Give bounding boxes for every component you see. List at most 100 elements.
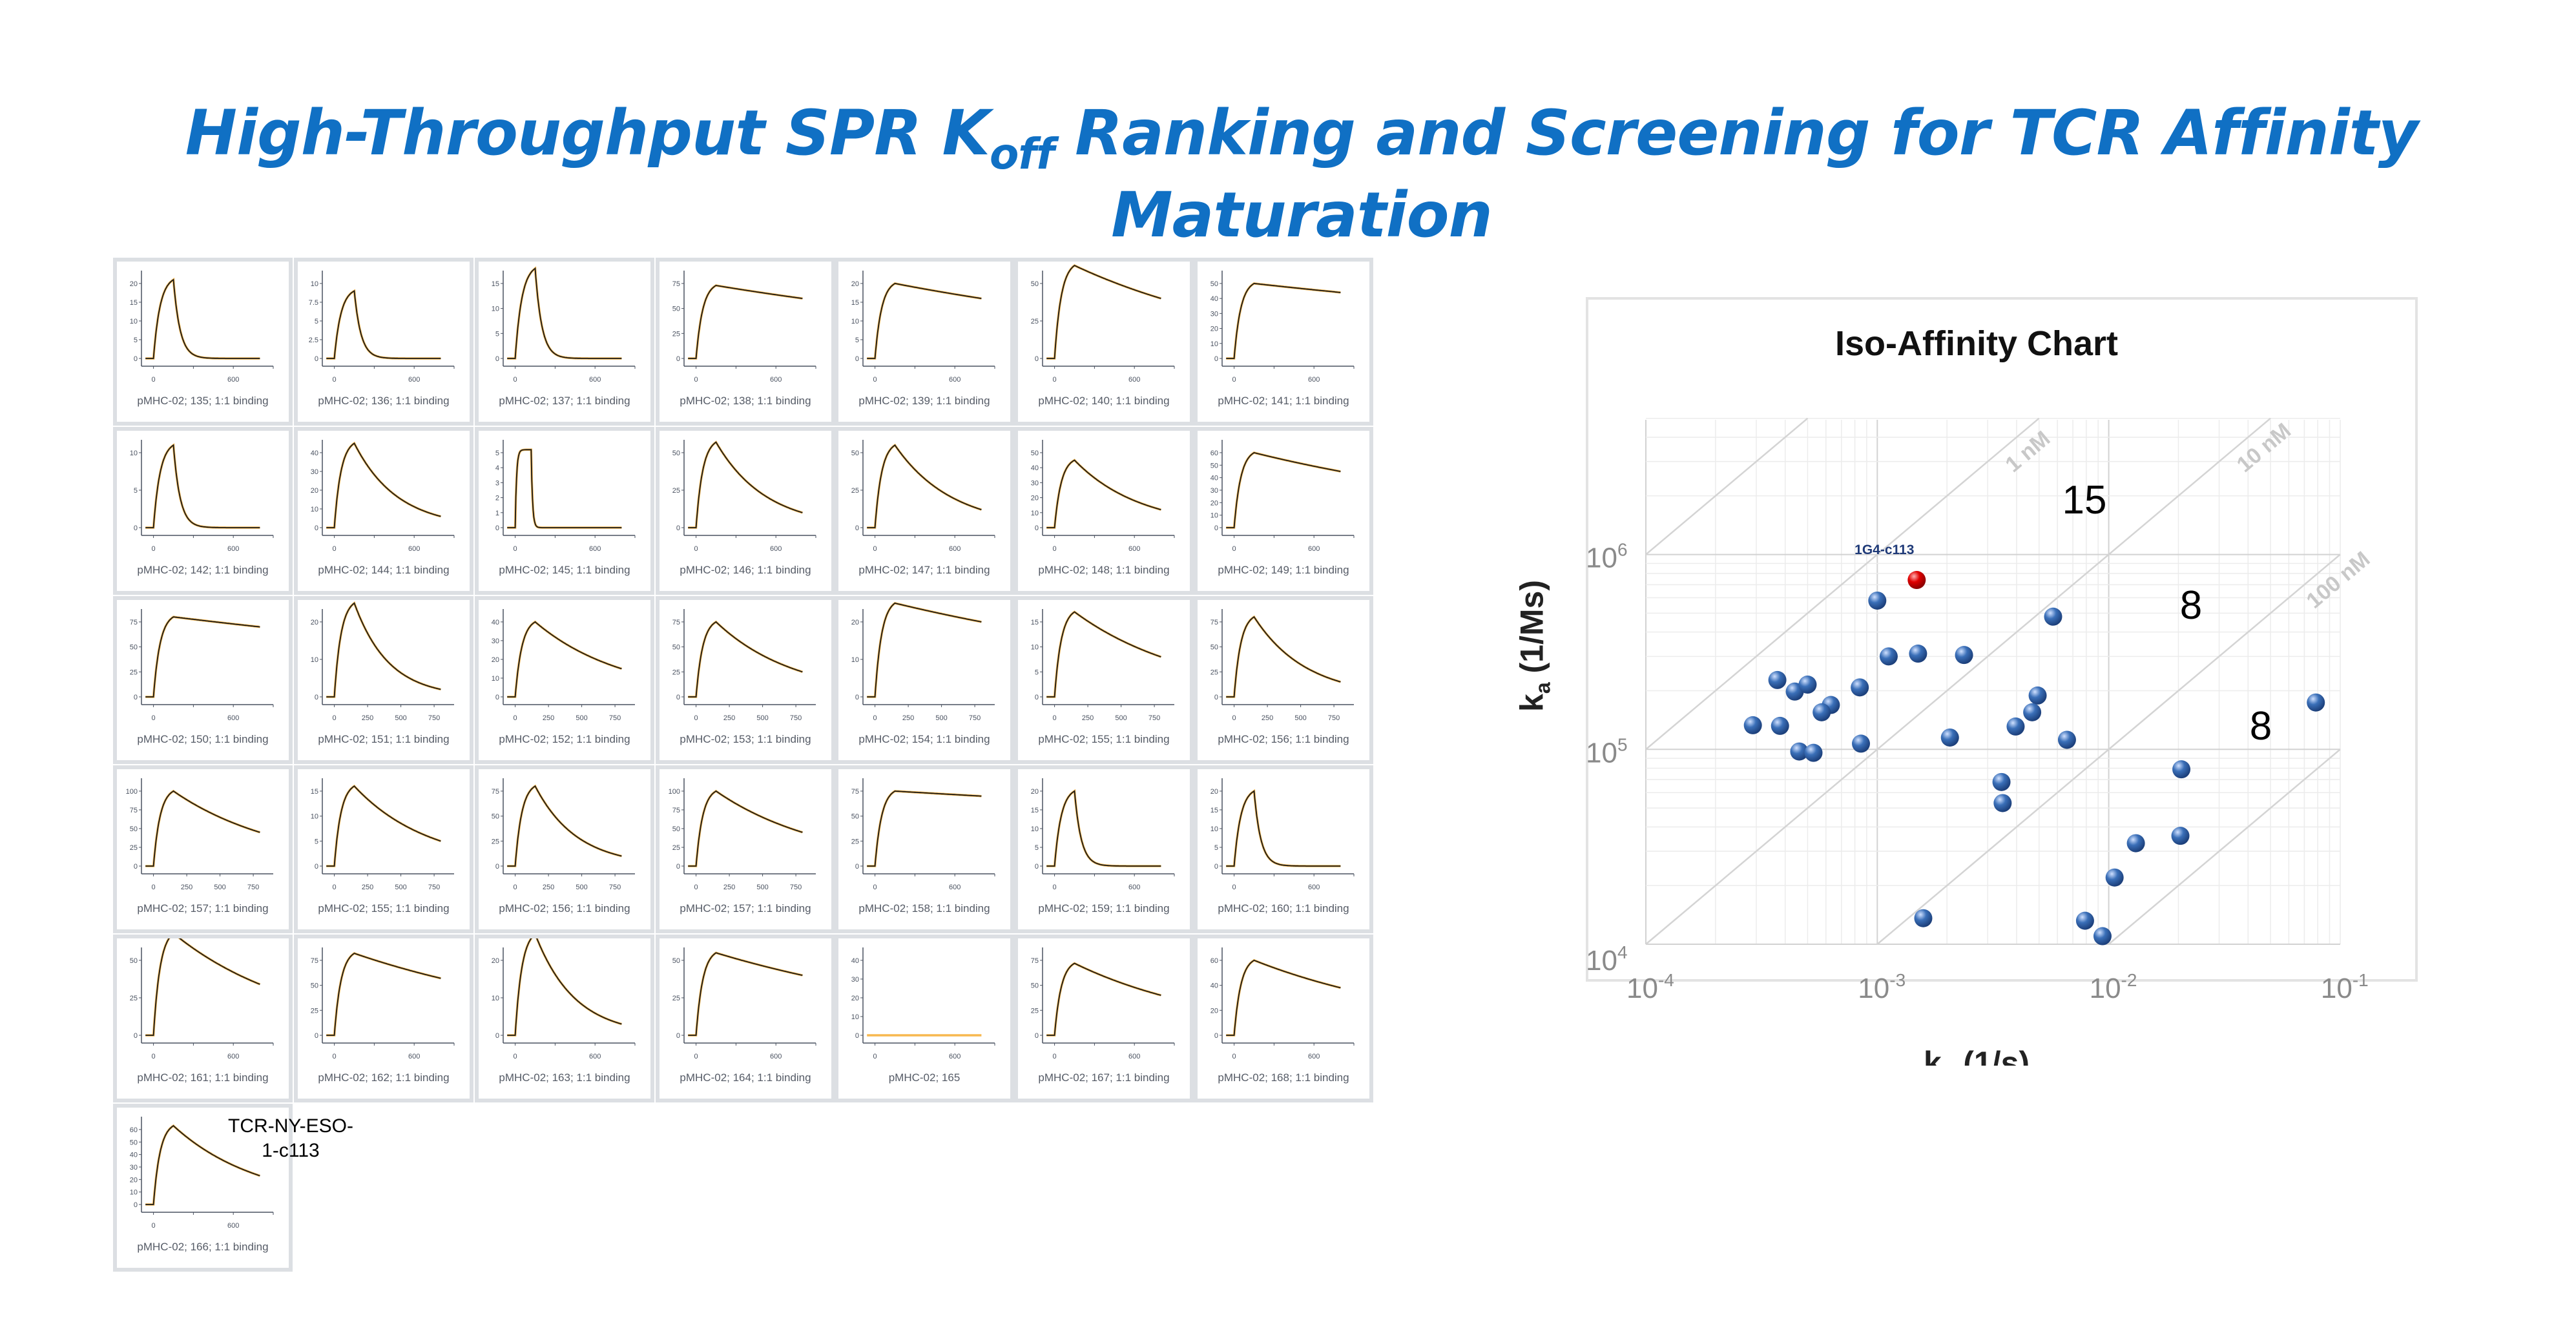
x-tick-label: 0 (333, 1053, 337, 1060)
y-tick-label: 20 (1031, 495, 1039, 502)
sensorgram-tile: 0 5 10 15 0 600 pMHC-02; 137; 1:1 binding (475, 258, 654, 426)
y-tick-exponent: 4 (1617, 942, 1628, 962)
x-tick-label: 750 (1148, 714, 1160, 722)
annotation-line: 1-c113 (262, 1140, 320, 1161)
x-tick-label: 600 (1308, 545, 1320, 553)
y-tick-label: 10 (1210, 340, 1218, 348)
x-tick-label: 750 (1328, 714, 1340, 722)
x-tick-label: 500 (756, 714, 768, 722)
y-tick-label: 25 (1210, 668, 1218, 676)
y-tick-label: 50 (1210, 644, 1218, 652)
x-tick-label: 600 (589, 376, 601, 384)
y-tick-label: 50 (851, 450, 859, 457)
x-tick-exponent: -4 (1658, 970, 1674, 990)
sensorgram-label: pMHC-02; 148; 1:1 binding (1038, 564, 1170, 576)
x-tick-label: 500 (756, 884, 768, 891)
sensorgram-label: pMHC-02; 162; 1:1 binding (318, 1071, 450, 1084)
sensorgram-tile: 0 10 20 30 40 0 600 pMHC-02; 144; 1:1 binding (294, 427, 473, 595)
y-tick-label: 60 (1210, 450, 1218, 457)
y-tick-label: 50 (492, 813, 499, 821)
sensorgram-tile: 0 25 50 0 600 pMHC-02; 161; 1:1 binding (113, 935, 293, 1102)
y-tick-label: 30 (130, 1164, 138, 1172)
data-point (2028, 686, 2047, 705)
sensorgram-data-curve (1046, 459, 1161, 529)
sensorgram-tile: 0 25 50 75 0 600 pMHC-02; 167; 1:1 binding (1014, 935, 1194, 1102)
y-axis-label: ka (1/Ms) (1513, 580, 1555, 712)
x-tick-label: 0 (152, 1222, 156, 1230)
x-tick-label: 10-3 (1858, 970, 1906, 1004)
sensorgram-tile: 0 25 50 0 600 pMHC-02; 164; 1:1 binding (656, 935, 835, 1102)
y-tick-label: 104 (1586, 942, 1628, 977)
x-tick-label: 0 (873, 1053, 877, 1060)
iso-line-label: 10 nM (2232, 419, 2296, 477)
y-tick-label: 0 (855, 1032, 859, 1040)
sensorgram-data-curve (867, 282, 982, 360)
y-tick-label: 0 (134, 1201, 138, 1209)
sensorgram-plot: 0 25 50 75 0 600 (1031, 947, 1175, 1060)
sensorgram-plot: 0 5 10 15 20 0 600 (851, 271, 995, 384)
y-tick-label: 0 (134, 694, 138, 701)
y-tick-label: 40 (1210, 982, 1218, 990)
page-title: High-Throughput SPR Koff Ranking and Scr… (0, 97, 2576, 251)
y-tick-exponent: 5 (1617, 734, 1628, 754)
sensorgram-label: pMHC-02; 146; 1:1 binding (680, 564, 811, 576)
x-tick-label: 0 (333, 376, 337, 384)
x-tick-label: 600 (949, 884, 961, 891)
y-tick-label: 25 (130, 995, 138, 1002)
sensorgram-label: pMHC-02; 168; 1:1 binding (1218, 1071, 1349, 1084)
y-tick-label: 25 (1031, 318, 1039, 326)
iso-affinity-line (1645, 417, 2040, 750)
x-axis-label-subscript: d (1942, 1063, 1955, 1066)
sensorgram-label: pMHC-02; 136; 1:1 binding (318, 395, 450, 407)
y-tick-label: 1 (495, 510, 499, 517)
x-tick-label: 0 (514, 376, 517, 384)
y-tick-label: 40 (492, 619, 499, 626)
sensorgram-fit-curve (688, 441, 803, 528)
y-tick-label: 4 (495, 464, 499, 472)
sensorgram-fit-curve (507, 785, 622, 867)
y-tick-label: 50 (1210, 462, 1218, 470)
y-tick-label: 0 (676, 355, 680, 363)
y-tick-label: 25 (672, 668, 680, 676)
sensorgram-data-curve (688, 620, 803, 698)
y-tick-label: 10 (130, 318, 138, 326)
x-tick-label: 600 (1128, 884, 1140, 891)
sensorgram-fit-curve (326, 953, 441, 1036)
x-tick-label: 750 (609, 884, 621, 891)
sensorgram-plot: 0 25 50 75 0 600 (130, 609, 274, 722)
sensorgram-plot: 0 5 10 15 20 0 600 (1031, 778, 1175, 891)
sensorgram-label: pMHC-02; 144; 1:1 binding (318, 564, 450, 576)
y-tick-label: 30 (1210, 487, 1218, 495)
x-tick-label: 250 (723, 884, 735, 891)
data-point (1790, 742, 1809, 761)
y-tick-label: 15 (130, 299, 138, 307)
sensorgram-plot: 0 25 50 75 100 0 250 500 750 (669, 778, 816, 891)
sensorgram-tile: 0 25 50 0 600 pMHC-02; 147; 1:1 binding (835, 427, 1014, 595)
sensorgram-plot: 0 5 10 15 20 0 600 (130, 271, 274, 384)
x-tick-label: 10-1 (2321, 970, 2369, 1004)
x-tick-label: 0 (1232, 1053, 1236, 1060)
region-count: 8 (2180, 583, 2202, 628)
y-tick-label: 10 (130, 1189, 138, 1197)
y-axis-label-units: (1/Ms) (1513, 580, 1550, 683)
sensorgram-label: pMHC-02; 160; 1:1 binding (1218, 902, 1349, 915)
data-point (2105, 868, 2124, 887)
y-tick-label: 5 (495, 450, 499, 457)
sensorgram-plot: 0 10 20 30 40 0 600 (851, 947, 995, 1060)
data-point (1743, 716, 1762, 734)
data-point (1852, 734, 1871, 753)
sensorgram-label: pMHC-02; 167; 1:1 binding (1038, 1071, 1170, 1084)
sensorgram-plot: 0 25 50 0 600 (130, 938, 274, 1060)
sensorgram-tile: 0 5 10 15 0 250 500 750 pMHC-02; 155; 1:1 bindin… (1014, 596, 1194, 764)
y-tick-label: 10 (1210, 512, 1218, 520)
y-tick-label: 0 (495, 355, 499, 363)
x-tick-label: 600 (949, 1053, 961, 1060)
y-tick-label: 10 (1210, 825, 1218, 833)
y-tick-label: 10 (492, 675, 499, 683)
sensorgram-tile: 0 5 10 15 20 0 600 pMHC-02; 159; 1:1 binding (1014, 765, 1194, 933)
x-tick-label: 0 (1053, 1053, 1057, 1060)
sensorgram-fit-curve (688, 952, 803, 1036)
